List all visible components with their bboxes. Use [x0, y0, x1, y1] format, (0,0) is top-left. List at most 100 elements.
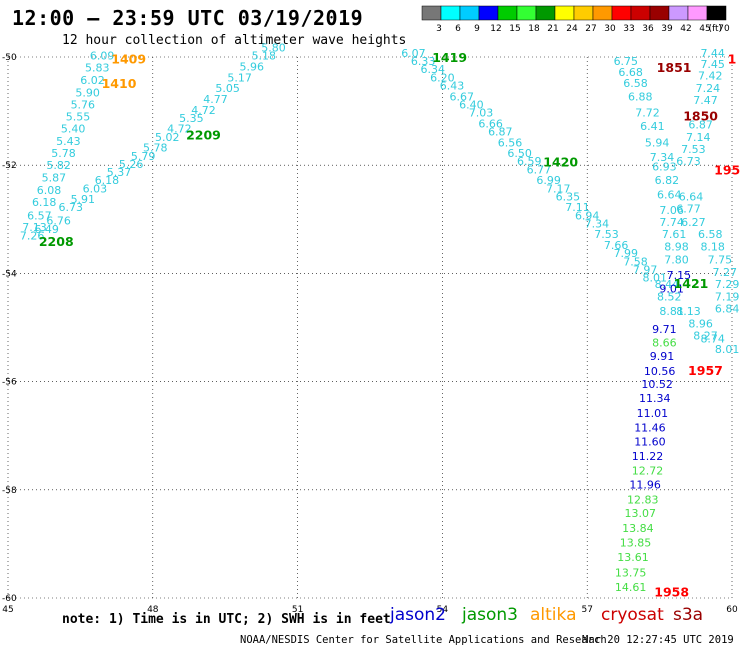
colorbar-swatch	[573, 5, 594, 21]
swh-value-label: 7.29	[715, 278, 740, 291]
colorbar-tick-label: 15	[509, 24, 520, 34]
y-tick-label: -60	[2, 594, 17, 604]
swh-value-label: 7.26	[20, 229, 45, 242]
colorbar-swatch	[535, 5, 556, 21]
swh-value-label: 8.01	[715, 343, 740, 356]
pass-time-label: 1419	[432, 50, 467, 65]
swh-value-label: 6.88	[628, 90, 653, 103]
swh-value-label: 5.87	[42, 171, 67, 184]
colorbar-swatch	[706, 5, 727, 21]
swh-value-label: 13.85	[620, 537, 652, 550]
colorbar-tick-label: 3	[436, 24, 442, 34]
timestamp-text: Mar 20 12:27:45 UTC 2019	[582, 634, 734, 646]
swh-value-label: 13.07	[625, 507, 657, 520]
colorbar-tick-label: 24	[566, 24, 578, 34]
swh-value-label: 6.27	[681, 216, 706, 229]
swh-value-label: 6.82	[655, 174, 680, 187]
swh-value-label: 7.53	[594, 228, 619, 241]
colorbar-tick-label: 21	[547, 24, 558, 34]
chart-annotations: 1409 1410 2209 2208 1419 1420 1421 1851 1850 195 1…	[39, 50, 740, 600]
swh-value-label: 7.61	[662, 228, 687, 241]
swh-value-label: 5.80	[261, 42, 286, 55]
x-tick-label: 51	[292, 605, 303, 615]
swh-value-label: 5.90	[75, 86, 100, 99]
swh-value-label: 5.05	[215, 82, 240, 95]
swh-value-label: 5.43	[56, 135, 81, 148]
swh-value-label: 6.64	[679, 190, 704, 203]
y-tick-label: -54	[2, 269, 17, 279]
swh-value-label: 9.01	[659, 282, 684, 295]
swh-value-label: 7.13	[22, 221, 47, 234]
swh-value-label: 6.40	[459, 98, 484, 111]
colorbar-tick-label: 39	[661, 24, 673, 34]
swh-value-label: 6.18	[32, 196, 57, 209]
swh-value-label: 8.66	[652, 336, 677, 349]
x-tick-label: 60	[726, 605, 738, 615]
swh-value-label: 6.99	[536, 174, 561, 187]
pass-time-label: 2209	[186, 127, 221, 142]
swh-value-label: 10.56	[644, 365, 676, 378]
swh-value-label: 6.77	[527, 163, 552, 176]
swh-value-label: 6.35	[556, 190, 581, 203]
swh-value-label: 7.34	[585, 217, 610, 230]
swh-value-label: 4.72	[167, 123, 192, 136]
swh-value-label: 5.82	[46, 159, 71, 172]
swh-value-label: 4.72	[191, 104, 216, 117]
swh-value-label: 5.17	[227, 71, 252, 84]
swh-value-label: 8.18	[700, 241, 725, 254]
swh-value-label: 7.72	[635, 107, 660, 120]
colorbar-tick-label: 36	[642, 24, 654, 34]
satellite-legend-altika: altika	[530, 605, 577, 625]
swh-value-label: 5.76	[71, 98, 96, 111]
swh-value-label: 6.34	[420, 63, 445, 76]
x-tick-label: 57	[581, 605, 592, 615]
chart-grid	[7, 56, 733, 599]
credit-text: NOAA/NESDIS Center for Satellite Applica…	[240, 634, 607, 646]
swh-value-label: 6.07	[401, 47, 426, 60]
swh-value-label: 5.18	[252, 50, 277, 63]
pass-time-label: 1410	[102, 76, 137, 91]
colorbar-tick-label: 30	[604, 24, 616, 34]
y-tick-label: -56	[2, 378, 17, 388]
swh-value-label: 7.99	[614, 247, 639, 260]
swh-value-label: 7.47	[693, 94, 718, 107]
satellite-legend-cryosat: cryosat	[601, 605, 664, 625]
swh-value-label: 8.96	[688, 318, 713, 331]
swh-value-label: 7.80	[664, 254, 689, 267]
swh-value-label: 6.68	[618, 66, 643, 79]
swh-value-label: 7.75	[708, 254, 733, 267]
pass-time-label: 2208	[39, 234, 74, 249]
swh-value-label: 5.91	[71, 193, 96, 206]
colorbar-swatch	[611, 5, 632, 21]
swh-value-label: 6.84	[715, 302, 740, 315]
swh-value-label: 6.50	[507, 147, 532, 160]
swh-value-label: 7.42	[698, 70, 723, 83]
swh-value-label: 7.66	[604, 239, 629, 252]
swh-value-label: 8.01	[643, 272, 668, 285]
colorbar-swatch	[478, 5, 499, 21]
swh-value-label: 6.87	[688, 118, 713, 131]
colorbar-swatch	[516, 5, 537, 21]
swh-value-label: 5.83	[85, 62, 110, 75]
swh-value-label: 9.71	[652, 323, 677, 336]
y-tick-label: -52	[2, 161, 17, 171]
colorbar-swatch	[554, 5, 575, 21]
swh-value-label: 6.77	[676, 202, 701, 215]
swh-value-label: 6.20	[430, 71, 455, 84]
swh-value-label: 5.78	[143, 142, 168, 155]
swh-value-label: 7.03	[469, 107, 494, 120]
pass-time-label: 1	[728, 52, 737, 67]
swh-value-label: 5.94	[645, 136, 670, 149]
colorbar-swatch	[592, 5, 613, 21]
swh-value-label: 6.56	[498, 136, 523, 149]
swh-value-label: 8.81	[659, 305, 684, 318]
swh-value-label: 5.79	[131, 150, 156, 163]
colorbar-tick-label: 45	[699, 24, 710, 34]
colorbar-unit: (ft)	[708, 24, 722, 34]
swh-value-label: 5.26	[119, 158, 144, 171]
swh-value-label: 8.98	[664, 241, 689, 254]
swh-value-label: 6.08	[37, 184, 62, 197]
pass-time-label: 1409	[111, 52, 146, 67]
swh-value-label: 6.94	[575, 209, 600, 222]
colorbar-swatch	[459, 5, 480, 21]
